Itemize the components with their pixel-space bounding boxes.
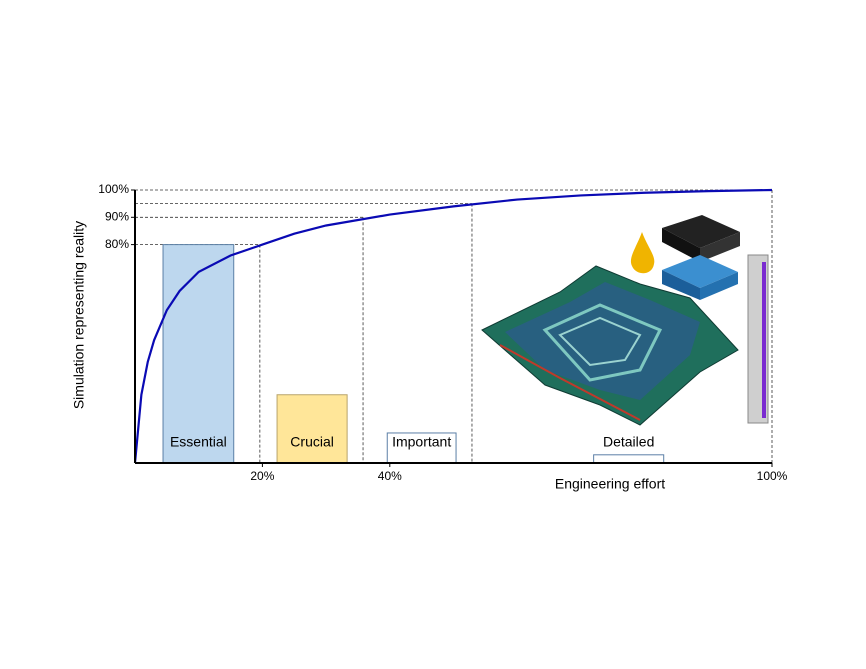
- x-tick-label: 20%: [250, 469, 274, 483]
- bar-label: Detailed: [603, 434, 654, 450]
- x-tick-label: 40%: [378, 469, 402, 483]
- y-tick-label: 80%: [105, 237, 129, 251]
- bar: [162, 244, 235, 464]
- bar-label: Crucial: [290, 434, 334, 450]
- x-tick-label: 100%: [757, 469, 788, 483]
- y-tick-label: 100%: [98, 182, 129, 196]
- bar-label: Important: [392, 434, 451, 450]
- y-axis-label: Simulation representing reality: [71, 221, 87, 409]
- bar-label: Essential: [170, 434, 227, 450]
- bar: [276, 394, 348, 464]
- y-tick-label: 90%: [105, 209, 129, 223]
- simulation-illustration: [481, 215, 769, 426]
- curve: [133, 188, 773, 464]
- bar: [593, 454, 665, 464]
- x-axis-label: Engineering effort: [555, 476, 665, 492]
